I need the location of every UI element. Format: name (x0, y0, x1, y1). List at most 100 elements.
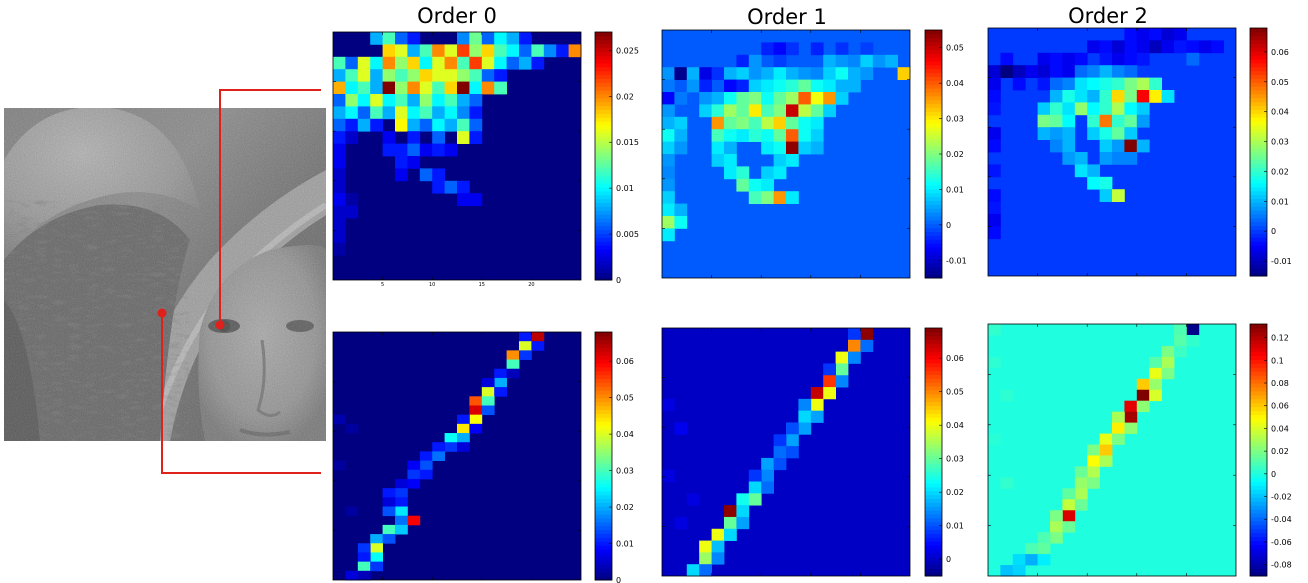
heatmap-cell (773, 79, 787, 93)
colorbar-segment (1250, 272, 1267, 277)
heatmap-cell (1124, 28, 1138, 41)
colorbar-segment (925, 552, 942, 558)
heatmap-cell (432, 451, 445, 461)
colorbar-segment (925, 529, 942, 534)
heatmap-cell (1050, 139, 1063, 153)
colorbar-segment (925, 196, 942, 202)
heatmap-cell (786, 42, 799, 56)
column-title-order-0: Order 0 (417, 4, 497, 28)
heatmap-cell (860, 67, 874, 80)
heatmap-cell (395, 515, 408, 526)
heatmap-cell (1062, 499, 1076, 511)
heatmap-cell (1012, 554, 1026, 566)
heatmap-cell (724, 505, 737, 518)
colorbar-segment (1250, 390, 1267, 396)
colorbar-segment (595, 163, 612, 169)
heatmap-cell (419, 460, 433, 471)
colorbar-segment (1250, 548, 1267, 553)
heatmap-cell (1087, 90, 1100, 103)
heatmap-cell (798, 79, 812, 93)
heatmap-cell (1124, 411, 1138, 424)
heatmap-cell (419, 56, 433, 70)
colorbar-segment (925, 130, 942, 136)
heatmap-cell (1087, 114, 1100, 128)
colorbar-tick-label: 0.04 (1271, 424, 1289, 433)
colorbar-segment (1250, 70, 1267, 76)
heatmap-cell (823, 67, 836, 80)
heatmap-cell (786, 92, 799, 105)
heatmap-cell (469, 69, 483, 82)
heatmap-cell (835, 42, 849, 56)
colorbar-segment (595, 436, 612, 442)
colorbar-segment (925, 502, 942, 507)
heatmap-cell (395, 81, 408, 95)
colorbar-segment (595, 471, 612, 476)
marker-eye (215, 320, 225, 330)
colorbar-segment (925, 262, 942, 267)
colorbar-tick-label: 0.01 (616, 540, 634, 549)
heatmap-cell (1186, 324, 1200, 336)
colorbar-segment (1250, 198, 1267, 203)
heatmap-cell (786, 446, 799, 459)
heatmap-cell (469, 193, 483, 206)
heatmap-cell (432, 180, 445, 194)
colorbar-segment (595, 171, 612, 176)
heatmap-cell (988, 226, 1001, 240)
heatmap-cell (1099, 52, 1113, 66)
colorbar-segment (1250, 516, 1267, 522)
colorbar-segment (925, 428, 942, 434)
colorbar-segment (595, 105, 612, 111)
heatmap-cell (1050, 114, 1063, 128)
colorbar-segment (1250, 497, 1267, 502)
colorbar-segment (925, 479, 942, 484)
colorbar-segment (1250, 367, 1267, 372)
heatmap-cell (407, 469, 421, 480)
heatmap-cell (494, 81, 507, 95)
colorbar-segment (595, 51, 612, 56)
colorbar-segment (1250, 426, 1267, 431)
colorbar-segment (925, 506, 942, 511)
heatmap-cell (407, 118, 421, 132)
heatmap-cell (748, 104, 762, 118)
heatmap-cell (382, 32, 396, 45)
heatmap-cell (395, 32, 408, 45)
colorbar-segment (925, 142, 942, 147)
heatmap-cell (556, 44, 569, 58)
heatmap-cell (469, 106, 483, 120)
heatmap-cell (798, 104, 812, 118)
heatmap-cell (1112, 90, 1125, 103)
colorbar-segment (1250, 183, 1267, 188)
heatmap-cell (1000, 389, 1014, 402)
heatmap-cell (506, 32, 520, 45)
heatmap-cell (662, 191, 675, 204)
heatmap-cell (457, 81, 470, 95)
colorbar-segment (925, 181, 942, 186)
colorbar-segment (925, 64, 942, 70)
heatmap-cell (761, 141, 774, 155)
colorbar-tick-label: 0.01 (946, 522, 964, 531)
colorbar-segment (925, 33, 942, 39)
colorbar-segment (925, 266, 942, 271)
heatmap-cell (370, 561, 383, 572)
heatmap-cell (543, 44, 557, 58)
heatmap-cell (506, 368, 520, 379)
heatmap-cell (1112, 139, 1125, 153)
heatmap-cell (736, 166, 750, 180)
heatmap-cell (798, 129, 812, 142)
colorbar-segment (925, 459, 942, 465)
heatmap-cell (798, 410, 812, 423)
heatmap-cell (1161, 367, 1175, 380)
heatmap-cell (407, 156, 421, 169)
colorbar-segment (1250, 394, 1267, 400)
colorbar-segment (595, 214, 612, 219)
heatmap-cell (686, 79, 700, 93)
colorbar-segment (595, 463, 612, 469)
heatmap-cell (444, 433, 458, 443)
colorbar-segment (595, 117, 612, 122)
colorbar-segment (1250, 233, 1267, 238)
heatmap-cell (711, 104, 725, 118)
colorbar-segment (1250, 489, 1267, 494)
colorbar-segment (595, 245, 612, 250)
colorbar-segment (1250, 434, 1267, 439)
heatmap-cell (407, 69, 421, 82)
